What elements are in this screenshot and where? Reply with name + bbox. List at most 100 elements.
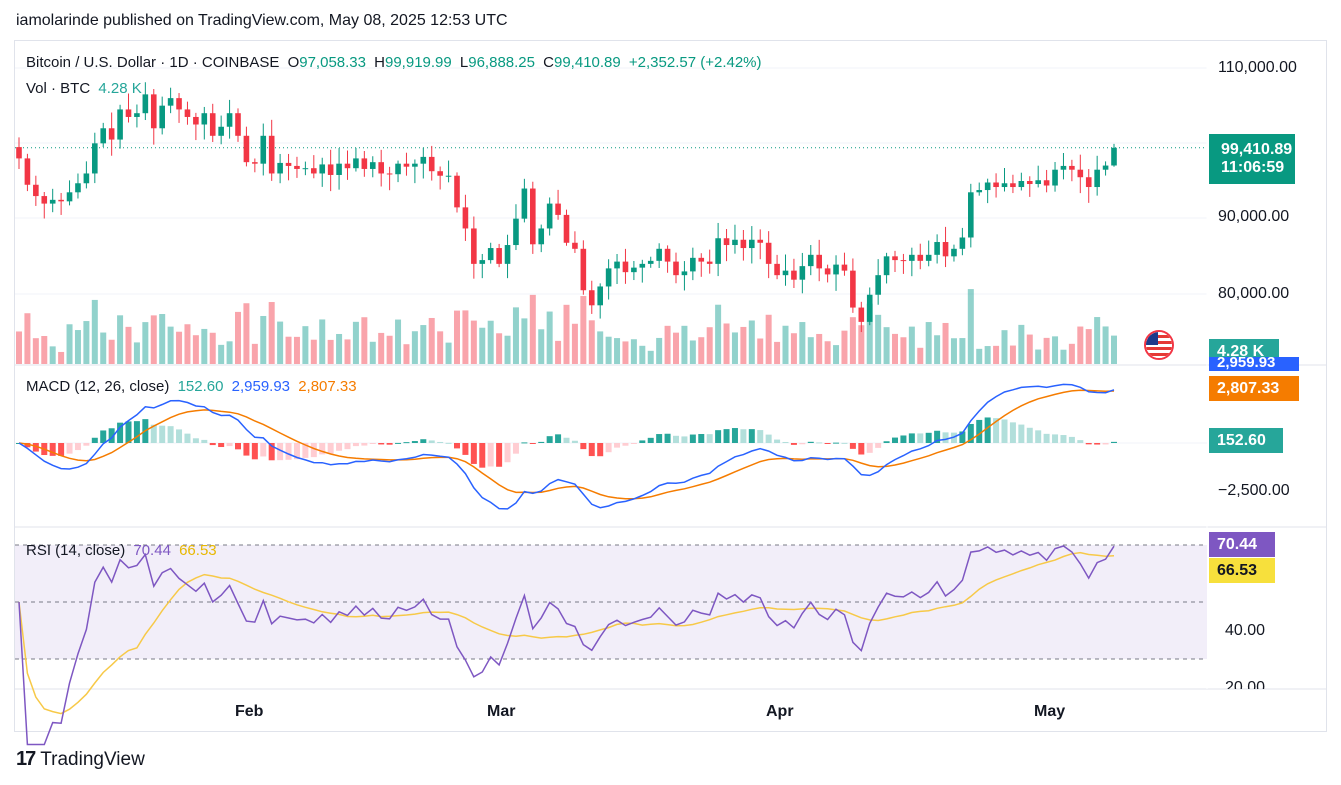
volume-bar (630, 339, 637, 364)
candle-body (201, 113, 208, 125)
macd-histogram-bar (150, 424, 157, 443)
volume-bar (32, 338, 39, 364)
candle-body (588, 290, 595, 306)
macd-line (18, 383, 1115, 510)
candle-body (824, 268, 831, 275)
volume-bar (125, 326, 132, 364)
macd-histogram-bar (226, 443, 233, 447)
macd-histogram-bar (74, 443, 81, 451)
price-legend: Bitcoin / U.S. Dollar · 1D · COINBASE O9… (26, 54, 766, 71)
last-price-badge: 99,410.89 11:06:59 (1209, 134, 1295, 184)
macd-histogram-bar (883, 441, 890, 443)
macd-histogram-bar (614, 443, 621, 448)
macd-histogram-bar (344, 443, 351, 450)
close-value: 99,410.89 (554, 54, 621, 71)
macd-histogram-bar (866, 443, 873, 453)
volume-bar (1001, 330, 1008, 364)
macd-histogram-bar (512, 443, 519, 454)
candle-body (968, 192, 974, 238)
rsi-pane (15, 544, 1207, 746)
candle-body (900, 260, 907, 262)
volume-bar (479, 327, 486, 364)
macd-histogram-bar (209, 443, 216, 446)
candle-body (1018, 181, 1025, 188)
candle-body (58, 199, 64, 202)
candle-body (706, 261, 713, 264)
candle-body (369, 162, 376, 169)
volume-bar (285, 336, 292, 364)
change-value: +2,352.57 (+2.42%) (628, 54, 762, 71)
us-flag-icon[interactable] (1144, 330, 1174, 360)
candle-body (134, 113, 140, 117)
volume-bar (133, 342, 140, 364)
candle-body (1001, 183, 1008, 188)
volume-bar (504, 335, 511, 364)
volume-bar (647, 350, 654, 364)
candle-body (664, 248, 671, 262)
macd-histogram-bar (1043, 433, 1050, 443)
volume-bar (698, 337, 705, 364)
volume-bar (369, 341, 376, 364)
macd-histogram-bar (369, 443, 376, 444)
volume-bar (664, 325, 671, 364)
volume-bar (361, 317, 368, 364)
candle-body (100, 128, 107, 144)
brand-text: TradingView (40, 748, 145, 770)
volume-bar (580, 296, 587, 364)
candle-body (311, 168, 317, 174)
close-label: C (543, 54, 554, 71)
candle-body (925, 254, 932, 261)
macd-histogram-bar (959, 431, 966, 443)
candle-body (866, 294, 873, 322)
candle-body (412, 163, 418, 167)
macd-histogram-bar (159, 425, 166, 443)
volume-legend: Vol · BTC 4.28 K (26, 80, 146, 97)
macd-histogram-bar (268, 443, 275, 461)
candle-body (942, 242, 949, 257)
volume-bar (1009, 345, 1016, 364)
macd-histogram-bar (622, 443, 629, 446)
candle-body (83, 173, 90, 184)
candle-body (757, 239, 764, 243)
macd-histogram-bar (529, 443, 536, 444)
macd-histogram-bar (403, 442, 410, 444)
macd-histogram-bar (327, 443, 334, 454)
macd-histogram-bar (748, 429, 755, 443)
candle-body (732, 239, 738, 246)
macd-histogram-bar (1094, 443, 1101, 445)
volume-bar (319, 319, 326, 364)
volume-value: 4.28 K (98, 80, 142, 97)
volume-bar (336, 333, 343, 364)
macd-histogram-bar (731, 428, 738, 443)
macd-histogram-bar (639, 440, 646, 443)
macd-histogram-bar (352, 443, 359, 447)
macd-histogram-bar (192, 438, 199, 443)
volume-bar (327, 339, 334, 364)
candle-body (49, 199, 56, 204)
volume-bar (731, 332, 738, 364)
volume-label: Vol · BTC (26, 80, 91, 97)
volume-bar (235, 311, 241, 364)
macd-histogram-bar (984, 417, 991, 443)
candle-body (277, 162, 283, 174)
macd-histogram-bar (715, 430, 722, 443)
volume-bar (192, 335, 199, 364)
macd-histogram-bar (580, 443, 587, 450)
macd-histogram-bar (117, 422, 124, 443)
macd-histogram-bar (538, 441, 545, 443)
macd-histogram-bar (167, 426, 174, 443)
volume-bar (352, 321, 359, 364)
macd-histogram-bar (108, 428, 115, 443)
volume-bar (900, 337, 907, 364)
candle-body (951, 248, 957, 257)
macd-histogram-bar (588, 443, 595, 457)
chart-frame[interactable] (14, 40, 1327, 732)
candle-body (496, 248, 502, 264)
macd-histogram-bar (445, 442, 452, 444)
macd-value: 2,959.93 (231, 378, 291, 395)
volume-bar (875, 314, 882, 364)
macd-histogram-bar (293, 443, 300, 460)
volume-bar (1094, 317, 1101, 364)
macd-histogram-bar (302, 443, 309, 458)
